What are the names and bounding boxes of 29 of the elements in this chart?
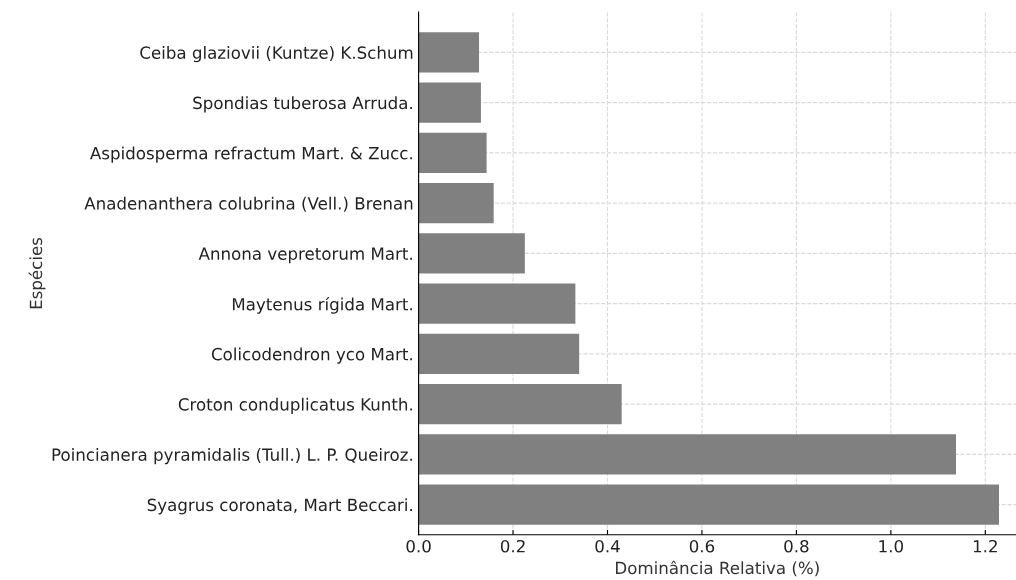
y-tick-label: Syagrus coronata, Mart Beccari. bbox=[147, 498, 412, 515]
x-axis-title: Dominância Relativa (%) bbox=[616, 560, 819, 577]
y-tick-label: Ceiba glaziovii (Kuntze) K.Schum bbox=[140, 46, 413, 63]
bar bbox=[418, 233, 525, 274]
x-tick-label: 0.2 bbox=[500, 539, 525, 553]
y-tick-label: Maytenus rígida Mart. bbox=[232, 296, 412, 314]
x-tick-label: 0.6 bbox=[689, 539, 715, 553]
bar bbox=[418, 183, 494, 224]
bar bbox=[418, 32, 480, 73]
bar bbox=[418, 283, 576, 324]
x-tick-label: 1.2 bbox=[973, 539, 997, 553]
x-tick-label: 0.4 bbox=[595, 539, 620, 553]
x-tick-label: 1.0 bbox=[879, 539, 903, 553]
bar bbox=[418, 434, 957, 475]
y-tick-label: Annona vepretorum Mart. bbox=[198, 247, 412, 264]
bar bbox=[418, 484, 999, 525]
y-tick-label: Spondias tuberosa Arruda. bbox=[193, 96, 412, 113]
bar bbox=[418, 132, 487, 173]
bar bbox=[418, 82, 481, 123]
bar bbox=[418, 384, 622, 425]
y-tick-label: Anadenanthera colubrina (Vell.) Brenan bbox=[84, 196, 413, 212]
x-tick-label: 0.0 bbox=[406, 539, 431, 553]
y-tick-label: Croton conduplicatus Kunth. bbox=[178, 397, 412, 414]
y-axis-title: Espécies bbox=[28, 237, 46, 309]
y-tick-label: Aspidosperma refractum Mart. & Zucc. bbox=[90, 146, 412, 163]
x-tick-label: 0.8 bbox=[784, 539, 809, 553]
y-tick-label: Poincianera pyramidalis (Tull.) L. P. Queiroz. bbox=[52, 448, 412, 465]
bar bbox=[418, 333, 580, 374]
y-tick-label: Colicodendron yco Mart. bbox=[211, 347, 412, 364]
